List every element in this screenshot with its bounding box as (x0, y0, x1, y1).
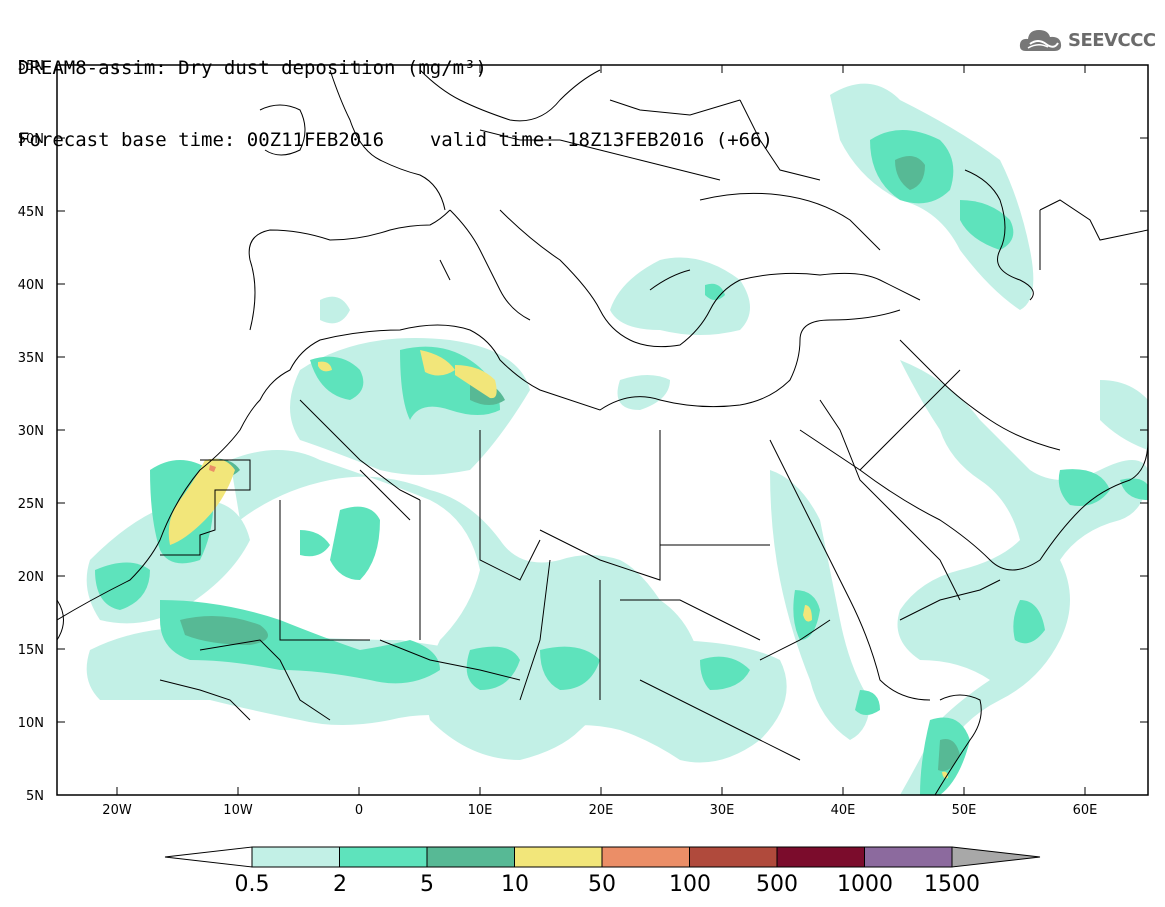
valid-time: valid time: 18Z13FEB2016 (+66) (429, 129, 773, 151)
lat-label-40n: 40N (18, 278, 44, 293)
colorbar-swatch (689, 846, 778, 868)
lat-label-30n: 30N (18, 424, 44, 439)
lon-label-10e: 10E (468, 803, 493, 818)
colorbar-label: 1000 (837, 872, 893, 897)
colorbar-swatch (864, 846, 953, 868)
latitude-axis: 55N 50N 45N 40N 35N 30N 25N 20N 15N 10N … (18, 59, 1148, 804)
seevccc-logo: SEEVCCC (1018, 22, 1156, 58)
lon-label-40e: 40E (831, 803, 856, 818)
colorbar-label: 10 (501, 872, 529, 897)
lon-label-20w: 20W (102, 803, 132, 818)
lat-label-55n: 55N (18, 59, 44, 74)
colorbar: 0.5 2 5 10 50 100 500 1000 1500 (164, 846, 1041, 897)
lon-label-20e: 20E (589, 803, 614, 818)
colorbar-swatch (601, 846, 690, 868)
lat-label-35n: 35N (18, 351, 44, 366)
lat-label-15n: 15N (18, 643, 44, 658)
colorbar-label: 50 (588, 872, 616, 897)
colorbar-label: 1500 (924, 872, 980, 897)
colorbar-label: 500 (756, 872, 798, 897)
colorbar-label: 100 (669, 872, 711, 897)
longitude-axis: 20W 10W 0 10E 20E 30E 40E 50E 60E (102, 65, 1097, 818)
logo-text: SEEVCCC (1068, 29, 1156, 51)
lat-label-10n: 10N (18, 716, 44, 731)
dust-level-0-5 (86, 83, 1148, 795)
coastlines-borders (57, 69, 1148, 795)
colorbar-swatch (339, 846, 428, 868)
colorbar-high-arrow (951, 846, 1041, 868)
lon-label-10w: 10W (223, 803, 253, 818)
colorbar-boxes (251, 846, 953, 868)
lat-label-45n: 45N (18, 205, 44, 220)
lon-label-50e: 50E (952, 803, 977, 818)
map-title: DREAM8-assim: Dry dust deposition (mg/m³… (18, 8, 773, 176)
colorbar-swatch (776, 846, 865, 868)
forecast-base-time: Forecast base time: 00Z11FEB2016 (18, 129, 385, 151)
colorbar-swatch (426, 846, 515, 868)
lat-label-50n: 50N (18, 132, 44, 147)
lat-label-5n: 5N (26, 789, 44, 804)
lon-label-30e: 30E (710, 803, 735, 818)
title-line-1: DREAM8-assim: Dry dust deposition (mg/m³… (18, 57, 487, 79)
cloud-icon (1019, 30, 1062, 51)
lat-label-25n: 25N (18, 497, 44, 512)
lon-label-0: 0 (355, 803, 363, 818)
dust-fields (86, 83, 1148, 795)
colorbar-labels: 0.5 2 5 10 50 100 500 1000 1500 (235, 872, 981, 897)
colorbar-label: 5 (420, 872, 434, 897)
title-line-2: Forecast base time: 00Z11FEB2016 valid t… (18, 128, 773, 152)
colorbar-swatch (514, 846, 603, 868)
lon-label-60e: 60E (1073, 803, 1098, 818)
colorbar-low-arrow (164, 846, 253, 868)
colorbar-label: 0.5 (235, 872, 270, 897)
colorbar-label: 2 (333, 872, 347, 897)
dust-level-10 (168, 350, 948, 779)
dust-level-50 (209, 465, 216, 472)
colorbar-swatch (251, 846, 340, 868)
lat-label-20n: 20N (18, 570, 44, 585)
